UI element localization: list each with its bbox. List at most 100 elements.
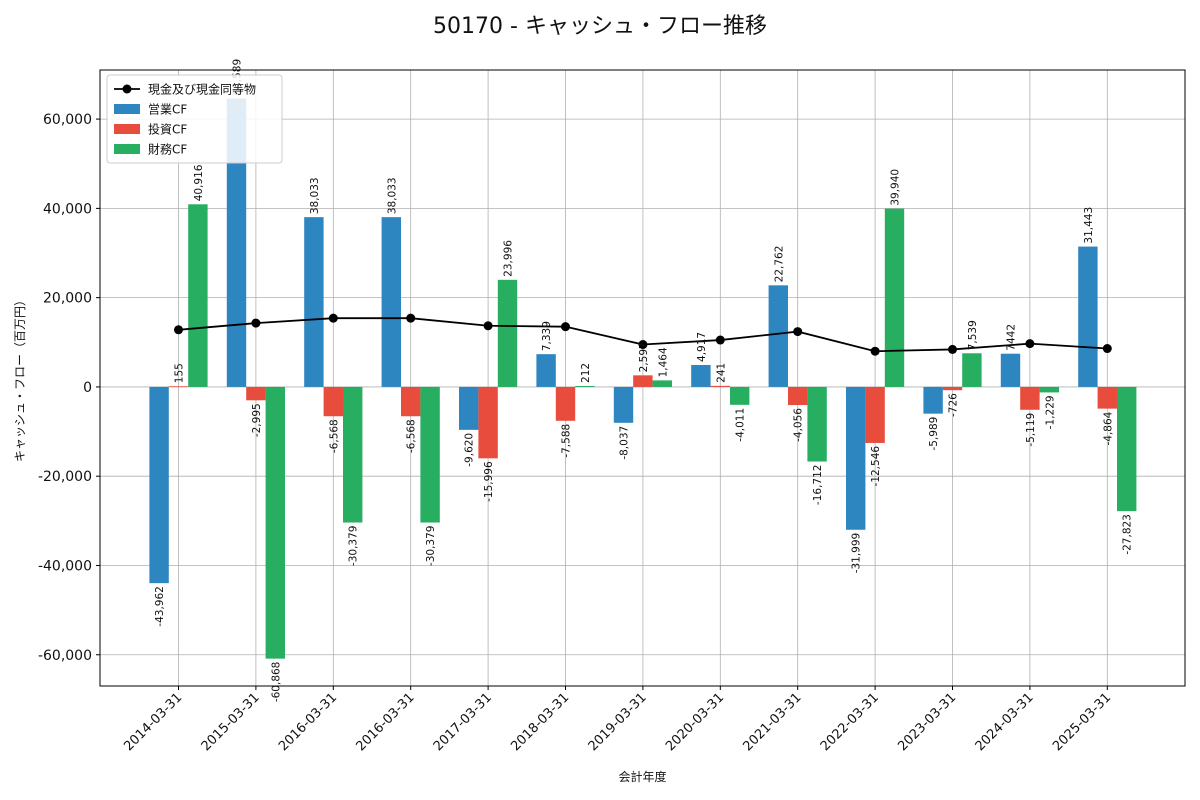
bar-value-label: -31,999 [851,533,863,574]
bar-value-label: -27,823 [1122,514,1134,555]
bar-value-label: -5,989 [928,417,940,451]
x-tick-label: 2014-03-31 [121,690,185,754]
bar [846,386,866,530]
bar-value-label: -12,546 [870,446,882,487]
bar [865,386,885,443]
bar-value-label: -1,229 [1044,395,1056,429]
bar [459,386,479,430]
bar [1039,386,1059,393]
cash-balance-point [1025,339,1035,349]
legend-marker [122,84,132,94]
bar-value-label: -30,379 [425,526,437,567]
legend-label: 現金及び現金同等物 [148,82,256,97]
x-tick-label: 2022-03-31 [818,690,882,754]
bar [555,386,576,421]
x-tick-label: 2021-03-31 [740,690,804,754]
x-tick-label: 2017-03-31 [431,690,495,754]
bar [923,386,943,414]
bar [536,354,556,387]
bar [343,386,363,523]
y-tick-label: 20,000 [43,291,92,307]
bar [1020,386,1040,410]
bar-value-label: 7,339 [541,321,553,351]
cash-balance-point [483,321,493,331]
y-axis-ticks: -60,000 -40,000 -20,000 0 20,000 40,000 60,000 [38,112,100,664]
bar-value-label: -2,995 [251,403,263,437]
bar [710,385,730,387]
bar-value-label: 4,917 [696,332,708,362]
bar [1078,246,1098,387]
bar [1097,386,1117,409]
bar-value-label: 23,996 [503,240,515,277]
bar-value-label: 38,033 [309,177,321,214]
legend-swatch [114,104,140,114]
bar-value-label: -7,588 [561,424,573,458]
x-tick-label: 2016-03-31 [276,690,340,754]
x-tick-label: 2016-03-31 [353,690,417,754]
bar [246,386,266,401]
data-labels: -43,96264,58938,03338,033-9,6207,339-8,0… [154,59,1134,702]
cash-balance-point [174,325,183,335]
cash-balance-point [251,318,261,328]
bar [1117,386,1137,512]
cash-balance-point [1102,344,1112,354]
bar-value-label: 7,539 [967,320,979,350]
bar-value-label: -8,037 [619,426,631,460]
bar-value-label: -60,868 [270,662,282,703]
bar [401,386,421,417]
bar [188,204,208,387]
y-tick-label: -40,000 [38,558,92,574]
bar [381,217,401,387]
x-tick-label: 2024-03-31 [973,690,1037,754]
bar [323,386,343,417]
cash-balance-point [715,335,725,345]
bar [613,386,634,423]
cash-balance-line [174,313,1112,356]
bar [420,386,440,523]
bar [478,386,498,459]
legend-swatch [114,124,140,134]
bar [962,353,982,387]
bar-value-label: -4,056 [793,408,805,442]
bar-value-label: -43,962 [154,586,166,627]
bar-value-label: -4,011 [735,408,747,442]
cash-balance-point [638,340,648,350]
bar-value-label: -5,119 [1025,413,1037,447]
bar-value-label: 2,597 [638,342,650,372]
bar-value-label: 38,033 [386,177,398,214]
bar [265,386,285,659]
bar [226,98,247,387]
bar-value-label: 39,940 [890,169,902,206]
bar [168,386,189,387]
bar [652,380,672,387]
x-tick-label: 2015-03-31 [199,690,263,754]
legend-label: 営業CF [148,103,187,117]
bar-value-label: 155 [174,363,186,383]
x-axis-label: 会計年度 [618,769,666,784]
bar [788,386,808,406]
bar-value-label: -16,712 [812,465,824,506]
x-tick-label: 2019-03-31 [586,690,650,754]
legend-label: 財務CF [148,142,187,157]
bar-value-label: 31,443 [1083,207,1095,244]
y-axis-label: キャッシュ・フロー（百万円） [13,294,27,462]
cash-balance-point [561,322,570,332]
bar-value-label: -726 [948,393,960,417]
bar-value-label: -6,568 [328,419,340,453]
bar [304,217,324,387]
y-tick-label: 40,000 [43,201,92,217]
cash-balance-point [948,344,957,354]
bar-value-label: 241 [715,363,727,383]
cash-balance-point [406,313,416,323]
bar [149,386,169,584]
bar-value-label: 7442 [1006,324,1018,351]
bar-value-label: 40,916 [193,164,205,201]
bar [942,386,963,391]
bar-value-label: -4,864 [1102,411,1114,445]
y-tick-label: -60,000 [38,648,92,664]
bar [497,279,518,387]
bar [807,386,827,462]
x-tick-label: 2018-03-31 [508,690,572,754]
